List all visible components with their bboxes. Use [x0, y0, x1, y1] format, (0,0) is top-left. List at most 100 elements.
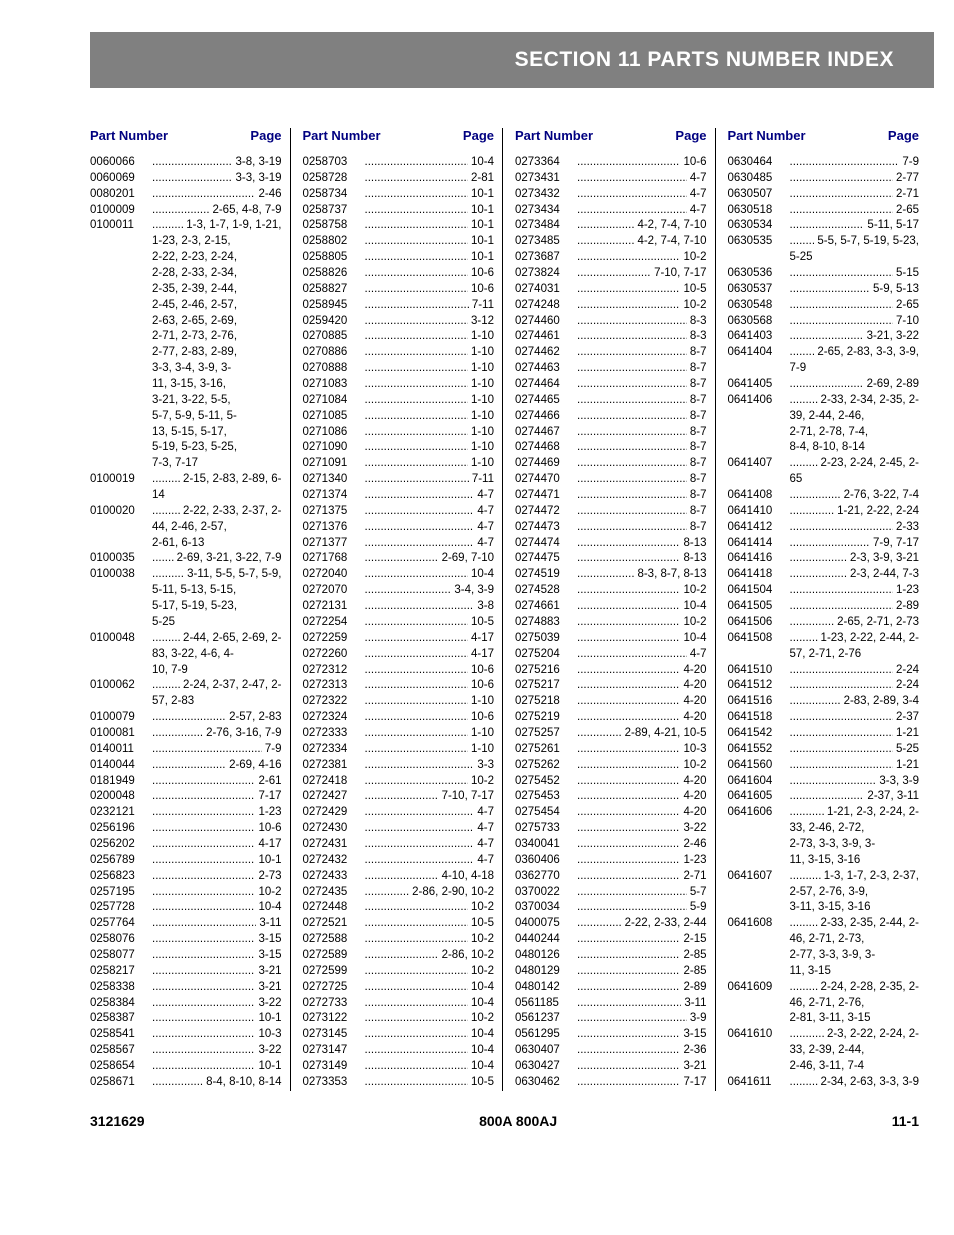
part-number: 0274475 — [515, 551, 573, 567]
part-number: 0272259 — [303, 631, 361, 647]
page-ref: 10-1 — [148, 1059, 282, 1075]
page-ref: 2-83, 2-89, 3-4 — [786, 694, 920, 710]
index-entry: 03700345-9 — [515, 900, 707, 916]
index-entry: 06416112-34, 2-63, 3-3, 3-9 — [728, 1075, 920, 1091]
index-entry: 027314710-4 — [303, 1043, 495, 1059]
index-entry: 02744608-3 — [515, 314, 707, 330]
part-number: 0641410 — [728, 504, 786, 520]
index-entry: 06305687-10 — [728, 314, 920, 330]
page-ref: 10-4 — [361, 1027, 495, 1043]
part-number: 0641512 — [728, 678, 786, 694]
index-entry: 01000092-65, 4-8, 7-9 — [90, 203, 282, 219]
index-entry: 06415081-23, 2-22, 2-44, 2- — [728, 631, 920, 647]
index-entry: 01000383-11, 5-5, 5-7, 5-9, — [90, 567, 282, 583]
index-entry: 02594203-12 — [303, 314, 495, 330]
index-entry: 025875810-1 — [303, 218, 495, 234]
page-ref: 10-4 — [148, 900, 282, 916]
page-ref: 10-1 — [361, 234, 495, 250]
page-ref: 1-10 — [361, 329, 495, 345]
page-ref: 8-3 — [573, 314, 707, 330]
page-ref: 4-7 — [573, 187, 707, 203]
page-ref: 7-17 — [573, 1075, 707, 1091]
part-number: 0641408 — [728, 488, 786, 504]
page-ref: 3-15 — [573, 1027, 707, 1043]
part-number: 0641611 — [728, 1075, 786, 1091]
index-entry: 03604061-23 — [515, 853, 707, 869]
page-ref: 10-6 — [361, 282, 495, 298]
index-entry: 02580773-15 — [90, 948, 282, 964]
page-ref: 1-21 — [786, 726, 920, 742]
part-number: 0273364 — [515, 155, 573, 171]
part-number: 0100019 — [90, 472, 148, 488]
index-entry: 02724294-7 — [303, 805, 495, 821]
index-entry: 025838710-1 — [90, 1011, 282, 1027]
index-entry: 027403110-5 — [515, 282, 707, 298]
part-number: 0630462 — [515, 1075, 573, 1091]
page-ref: 4-7 — [361, 488, 495, 504]
index-entry: 06305365-15 — [728, 266, 920, 282]
index-entry: 04801292-85 — [515, 964, 707, 980]
page-ref: 10-3 — [148, 1027, 282, 1043]
page-ref: 2-86, 2-90, 10-2 — [361, 885, 495, 901]
page-ref-continuation: 44, 2-46, 2-57, — [90, 520, 282, 536]
part-number: 0271090 — [303, 440, 361, 456]
page-ref: 8-3, 8-7, 8-13 — [573, 567, 707, 583]
page-ref: 1-10 — [361, 377, 495, 393]
page-ref: 2-23, 2-24, 2-45, 2- — [786, 456, 920, 472]
index-entry: 02582173-21 — [90, 964, 282, 980]
part-number: 0561237 — [515, 1011, 573, 1027]
index-entry: 06304072-36 — [515, 1043, 707, 1059]
index-entry: 01000792-57, 2-83 — [90, 710, 282, 726]
page-ref: 5-15 — [786, 266, 920, 282]
page-ref: 2-65, 4-8, 7-9 — [148, 203, 282, 219]
part-number: 0271340 — [303, 472, 361, 488]
part-number: 0274464 — [515, 377, 573, 393]
part-number: 0275257 — [515, 726, 573, 742]
index-entry: 06415062-65, 2-71, 2-73 — [728, 615, 920, 631]
page-footer: 3121629 800A 800AJ 11-1 — [0, 1101, 954, 1149]
part-number: 0256789 — [90, 853, 148, 869]
part-number: 0480126 — [515, 948, 573, 964]
index-entry: 027244810-2 — [303, 900, 495, 916]
part-number: 0272131 — [303, 599, 361, 615]
part-number: 0258541 — [90, 1027, 148, 1043]
column-header: Part NumberPage — [728, 128, 920, 145]
part-number: 0641414 — [728, 536, 786, 552]
page-ref: 4-7 — [573, 203, 707, 219]
page-ref: 3-21 — [573, 1059, 707, 1075]
column-header-left: Part Number — [728, 128, 806, 143]
part-number: 0273353 — [303, 1075, 361, 1091]
part-number: 0641418 — [728, 567, 786, 583]
index-entry: 027336410-6 — [515, 155, 707, 171]
part-number: 0258567 — [90, 1043, 148, 1059]
page-ref-continuation: 39, 2-44, 2-46, — [728, 409, 920, 425]
page-ref-continuation: 8-4, 8-10, 8-14 — [728, 440, 920, 456]
part-number: 0272040 — [303, 567, 361, 583]
index-entry: 02752572-89, 4-21, 10-5 — [515, 726, 707, 742]
page-ref: 2-46 — [573, 837, 707, 853]
index-entry: 02724352-86, 2-90, 10-2 — [303, 885, 495, 901]
index-entry: 03400412-46 — [515, 837, 707, 853]
page-ref-continuation: 2-77, 3-3, 3-9, 3- — [728, 948, 920, 964]
index-entry: 02734344-7 — [515, 203, 707, 219]
page-ref: 10-6 — [361, 678, 495, 694]
part-number: 0360406 — [515, 853, 573, 869]
page-ref: 2-33 — [786, 520, 920, 536]
page-ref: 2-24 — [786, 678, 920, 694]
page-ref: 2-86, 10-2 — [361, 948, 495, 964]
page-ref: 10-4 — [361, 567, 495, 583]
part-number: 0274468 — [515, 440, 573, 456]
page-ref-continuation: 10, 7-9 — [90, 663, 282, 679]
part-number: 0258654 — [90, 1059, 148, 1075]
part-number: 0272070 — [303, 583, 361, 599]
part-number: 0274466 — [515, 409, 573, 425]
part-number: 0273824 — [515, 266, 573, 282]
page-ref: 10-6 — [148, 821, 282, 837]
page-ref: 3-22 — [573, 821, 707, 837]
index-entry: 05612373-9 — [515, 1011, 707, 1027]
part-number: 0100011 — [90, 218, 148, 234]
page-ref-continuation: 65 — [728, 472, 920, 488]
part-number: 0273145 — [303, 1027, 361, 1043]
part-number: 0272433 — [303, 869, 361, 885]
index-entry: 00600663-8, 3-19 — [90, 155, 282, 171]
